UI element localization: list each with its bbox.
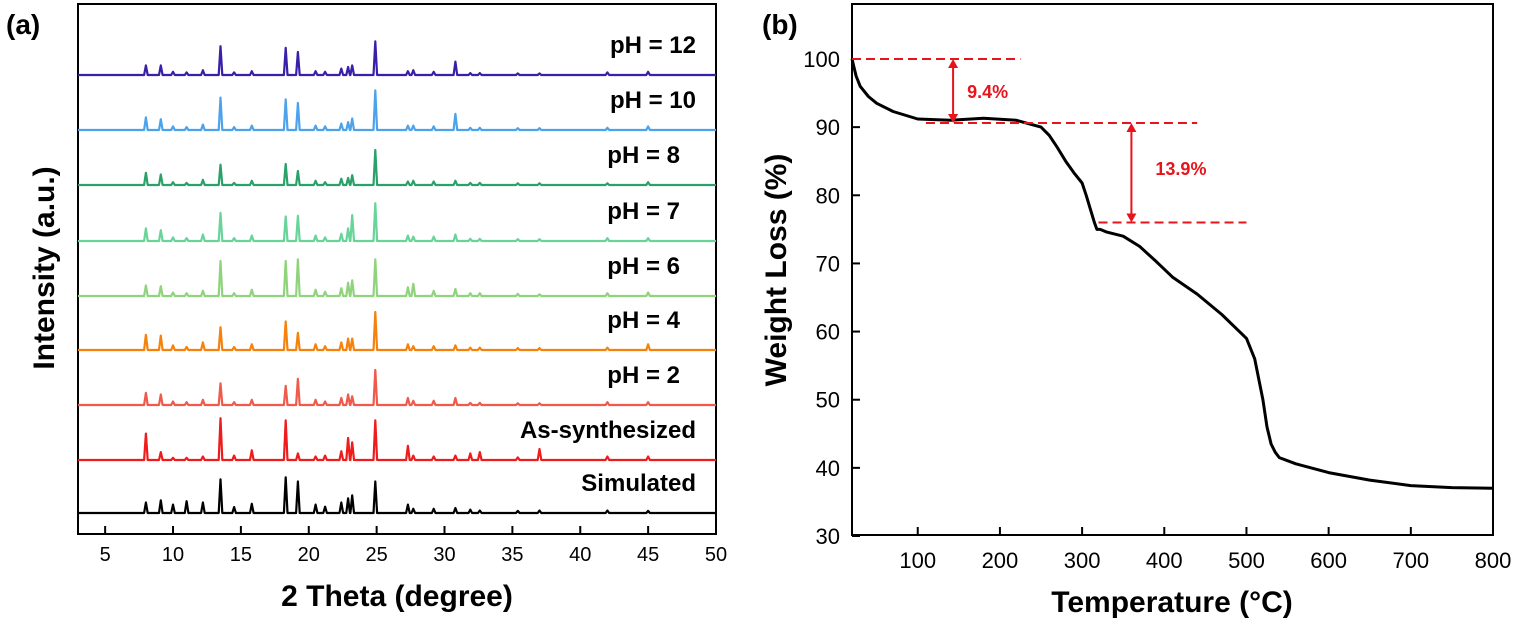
xrd-trace-9	[78, 40, 716, 77]
panel-b-x-tick-label: 800	[1475, 548, 1512, 573]
panel-a-label: (a)	[6, 9, 40, 40]
panel-b-y-tick-label: 60	[816, 320, 840, 345]
panel-a-x-axis-label: 2 Theta (degree)	[281, 580, 513, 613]
xrd-trace-4	[78, 310, 716, 352]
xrd-series-label: pH = 6	[607, 253, 680, 280]
annotation-arrow-1-head-up	[948, 59, 959, 68]
annotation-label-2: 13.9%	[1155, 159, 1206, 179]
panel-a-x-tick-label: 40	[569, 544, 591, 566]
xrd-trace-1	[78, 476, 716, 515]
panel-a-y-axis-label: Intensity (a.u.)	[28, 166, 61, 369]
panel-b-y-tick-label: 70	[816, 251, 840, 276]
panel-a: (a) Simulated As-synthesized pH = 2 pH = 4 p…	[6, 3, 727, 613]
panel-b-label: (b)	[762, 9, 798, 40]
panel-b-x-tick-label: 700	[1392, 548, 1429, 573]
panel-a-x-tick-label: 35	[501, 544, 523, 566]
tga-curve	[850, 58, 1494, 490]
panel-b-x-tick-label: 300	[1064, 548, 1101, 573]
panel-b-x-tick-label: 100	[899, 548, 936, 573]
panel-b-y-tick-label: 100	[803, 47, 840, 72]
panel-b-ticks: 100 200 300 400 500 600 700 800 30 40 50 60 70 80 90 10…	[803, 47, 1511, 573]
panel-b-y-tick-label: 30	[816, 524, 840, 549]
panel-a-frame	[77, 3, 717, 535]
panel-b-frame	[851, 3, 1494, 536]
panel-b-y-tick-label: 90	[816, 115, 840, 140]
panel-a-x-tick-label: 50	[705, 544, 727, 566]
panel-a-series-labels: Simulated As-synthesized pH = 2 pH = 4 pH = …	[520, 32, 696, 497]
panel-b: (b) 100 200 300 400 500 600 700 800 30 40 50 60 70 80…	[760, 3, 1511, 619]
xrd-series-label: pH = 4	[607, 307, 680, 334]
xrd-series-label: Simulated	[581, 470, 696, 497]
xrd-series-label: pH = 2	[607, 362, 680, 389]
panel-b-y-axis-label: Weight Loss (%)	[760, 154, 793, 387]
annotation-arrow-2-head-down	[1126, 213, 1137, 223]
xrd-series-label: pH = 12	[610, 32, 696, 59]
panel-b-x-tick-label: 400	[1146, 548, 1183, 573]
panel-b-curve	[850, 58, 1494, 490]
panel-b-y-tick-label: 50	[816, 388, 840, 413]
panel-b-annotations: 9.4% 13.9%	[852, 58, 1247, 224]
xrd-series-label: pH = 10	[610, 87, 696, 114]
panel-b-x-tick-label: 500	[1228, 548, 1265, 573]
panel-a-x-tick-label: 5	[100, 544, 111, 566]
panel-a-x-tick-label: 15	[230, 544, 252, 566]
panel-b-x-axis-label: Temperature (°C)	[1051, 586, 1292, 619]
annotation-arrow-2-head-up	[1126, 123, 1137, 133]
panel-b-y-tick-label: 40	[816, 456, 840, 481]
xrd-trace-7	[78, 148, 716, 187]
panel-a-x-tick-label: 10	[162, 544, 184, 566]
xrd-series-label: pH = 7	[607, 198, 680, 225]
annotation-label-1: 9.4%	[967, 82, 1008, 102]
xrd-trace-5	[78, 258, 716, 298]
panel-a-traces	[78, 40, 716, 515]
panel-a-x-tick-label: 45	[637, 544, 659, 566]
panel-b-x-tick-label: 600	[1310, 548, 1347, 573]
xrd-trace-2	[78, 417, 716, 462]
xrd-series-label: As-synthesized	[520, 417, 696, 444]
xrd-trace-3	[78, 368, 716, 407]
panel-a-x-tick-label: 30	[433, 544, 455, 566]
xrd-trace-8	[78, 89, 716, 132]
annotation-arrow-1-head-down	[948, 114, 959, 124]
panel-b-y-tick-label: 80	[816, 183, 840, 208]
xrd-trace-6	[78, 202, 716, 243]
panel-b-x-tick-label: 200	[982, 548, 1019, 573]
xrd-series-label: pH = 8	[607, 142, 680, 169]
panel-a-x-ticks: 5 10 15 20 25 30 35 40 45 50	[100, 526, 727, 566]
panel-a-x-tick-label: 20	[298, 544, 320, 566]
panel-a-x-tick-label: 25	[366, 544, 388, 566]
